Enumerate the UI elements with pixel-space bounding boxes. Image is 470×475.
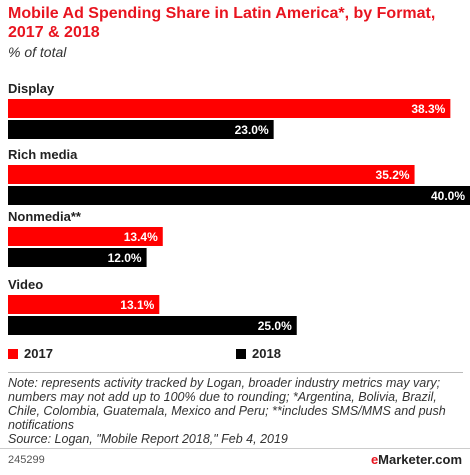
legend-swatch-2017 (8, 348, 18, 359)
chart-id: 245299 (8, 454, 45, 466)
bar-2018 (8, 186, 470, 205)
legend-item-2018: 2018 (236, 346, 281, 361)
category-label: Nonmedia** (8, 209, 82, 224)
legend-item-2017: 2017 (8, 346, 53, 361)
category-label: Video (8, 277, 43, 292)
bar-chart: Display 38.3% 23.0% Rich media 35.2% 40.0% Non… (8, 81, 470, 335)
category-label: Rich media (8, 147, 78, 162)
bar-2018 (8, 316, 297, 335)
data-label: 25.0% (258, 319, 292, 333)
bar-2017 (8, 227, 163, 246)
note-text: Note: represents activity tracked by Log… (8, 376, 446, 432)
data-label: 35.2% (376, 168, 410, 182)
legend: 2017 2018 (8, 346, 463, 366)
data-label: 38.3% (411, 102, 445, 116)
bar-2017 (8, 165, 415, 184)
logo-suffix: .com (431, 452, 462, 467)
data-label: 13.1% (120, 298, 154, 312)
chart-subtitle: % of total (8, 44, 67, 60)
category-label: Display (8, 81, 55, 96)
data-label: 12.0% (108, 251, 142, 265)
footer-divider (0, 448, 470, 449)
legend-swatch-2018 (236, 348, 246, 359)
data-label: 13.4% (124, 230, 158, 244)
bar-2018 (8, 248, 147, 267)
bar-2017 (8, 295, 160, 314)
data-label: 23.0% (235, 123, 269, 137)
bar-2017 (8, 99, 451, 118)
logo-main: Marketer (378, 452, 432, 467)
data-label: 40.0% (431, 189, 465, 203)
bar-2018 (8, 120, 274, 139)
note-block: Note: represents activity tracked by Log… (8, 376, 463, 446)
legend-label-2017: 2017 (24, 346, 53, 361)
source-text: Source: Logan, "Mobile Report 2018," Feb… (8, 432, 288, 446)
emarketer-logo: eMarketer.com (371, 452, 462, 467)
chart-title: Mobile Ad Spending Share in Latin Americ… (8, 5, 436, 41)
legend-label-2018: 2018 (252, 346, 281, 361)
note-divider (8, 372, 463, 373)
logo-prefix: e (370, 452, 379, 467)
